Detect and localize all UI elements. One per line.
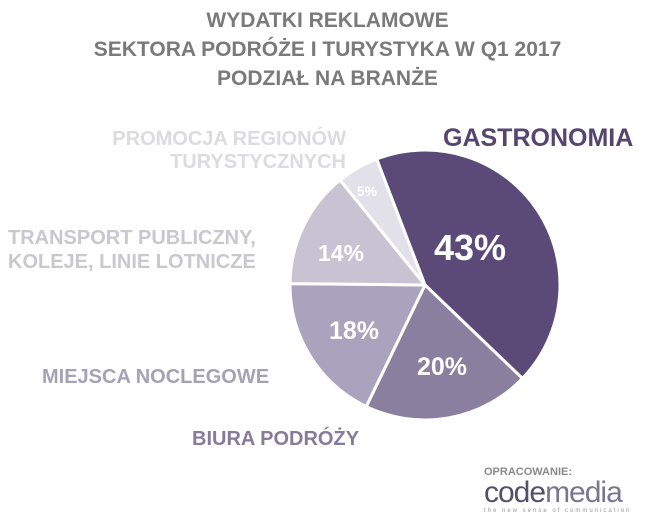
logo-tagline: the new sense of communication — [484, 508, 632, 514]
pct-miejsca: 18% — [329, 317, 379, 345]
label-promocja-line-2: TURYSTYCZNYCH — [170, 151, 346, 173]
slice-miejsca-noclegowe — [288, 282, 427, 409]
title-line-1: WYDATKI REKLAMOWE — [206, 9, 449, 32]
chart-title: WYDATKI REKLAMOWE SEKTORA PODRÓŻE I TURY… — [0, 6, 655, 93]
logo-media: media — [545, 476, 623, 509]
label-transport-line-2: KOLEJE, LINIE LOTNICZE — [8, 251, 256, 273]
label-promocja-line-1: PROMOCJA REGIONÓW — [112, 128, 346, 150]
credit-label: OPRACOWANIE: — [484, 466, 572, 478]
label-promocja: PROMOCJA REGIONÓW TURYSTYCZNYCH — [112, 128, 346, 174]
slice-promocja — [338, 157, 427, 287]
label-transport: TRANSPORT PUBLICZNY, KOLEJE, LINIE LOTNI… — [8, 226, 256, 274]
label-biura: BIURA PODRÓŻY — [192, 428, 360, 450]
pct-promocja: 5% — [357, 183, 378, 199]
pct-gastronomia: 43% — [434, 227, 506, 268]
credit-block: OPRACOWANIE: codemedia the new sense of … — [484, 466, 631, 514]
pct-transport: 14% — [318, 240, 364, 266]
title-line-3: PODZIAŁ NA BRANŻE — [217, 67, 438, 90]
label-miejsca: MIEJSCA NOCLEGOWE — [42, 366, 270, 388]
logo-code: code — [484, 476, 546, 509]
codemedia-logo: codemedia — [484, 478, 631, 508]
title-line-2: SEKTORA PODRÓŻE I TURYSTYKA W Q1 2017 — [93, 38, 562, 61]
slice-transport — [288, 178, 427, 287]
slice-gastronomia — [375, 148, 562, 380]
slice-biura-podrozy — [364, 283, 524, 422]
pct-biura: 20% — [417, 353, 467, 381]
label-transport-line-1: TRANSPORT PUBLICZNY, — [8, 227, 256, 249]
label-gastronomia: GASTRONOMIA — [443, 124, 634, 152]
